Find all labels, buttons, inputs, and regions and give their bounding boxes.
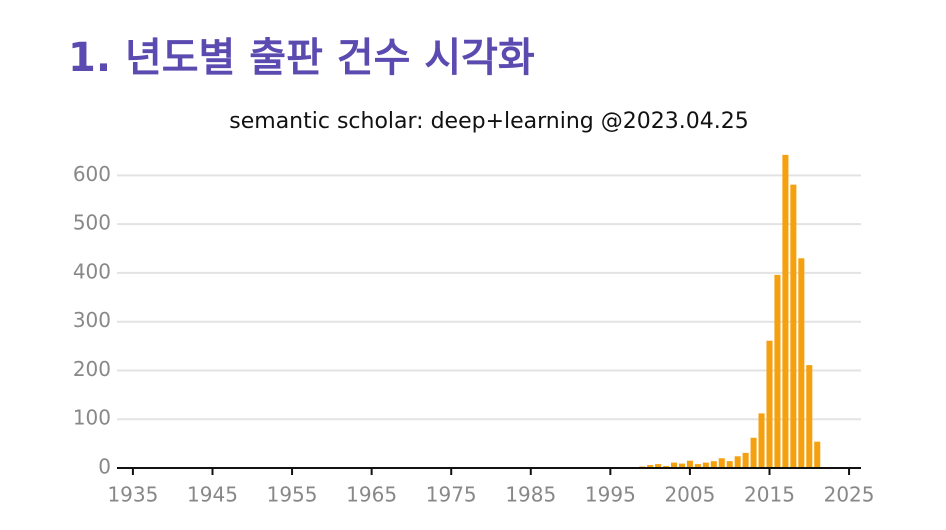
x-tick-label: 1945 bbox=[187, 483, 238, 507]
y-tick-label: 300 bbox=[73, 308, 111, 332]
x-tick-label: 1995 bbox=[585, 483, 636, 507]
y-tick-label: 500 bbox=[73, 211, 111, 235]
x-tick-label: 1935 bbox=[107, 483, 158, 507]
bar bbox=[647, 465, 654, 468]
x-tick-label: 1955 bbox=[267, 483, 318, 507]
x-tick-label: 1965 bbox=[346, 483, 397, 507]
bar bbox=[718, 458, 725, 468]
bar bbox=[702, 462, 709, 468]
x-tick-label: 1975 bbox=[426, 483, 477, 507]
y-tick-label: 100 bbox=[73, 406, 111, 430]
bar bbox=[806, 365, 813, 468]
chart-title: semantic scholar: deep+learning @2023.04… bbox=[229, 109, 748, 134]
bar bbox=[694, 464, 701, 468]
bar bbox=[678, 463, 685, 468]
bar bbox=[686, 460, 693, 468]
y-tick-label: 0 bbox=[98, 455, 111, 479]
bar bbox=[758, 413, 765, 468]
bar bbox=[655, 464, 662, 468]
bar bbox=[782, 154, 789, 468]
bar bbox=[710, 461, 717, 468]
bar bbox=[766, 340, 773, 468]
x-tick-label: 2015 bbox=[744, 483, 795, 507]
bar bbox=[774, 274, 781, 468]
bar bbox=[742, 452, 749, 468]
y-tick-label: 600 bbox=[73, 162, 111, 186]
bar bbox=[734, 456, 741, 468]
x-tick-label: 2025 bbox=[824, 483, 875, 507]
bar bbox=[670, 462, 678, 468]
y-tick-label: 200 bbox=[73, 357, 111, 381]
x-tick-label: 2005 bbox=[664, 483, 715, 507]
page-title: 1. 년도별 출판 건수 시각화 bbox=[68, 35, 535, 81]
bar bbox=[798, 258, 805, 468]
bar bbox=[814, 441, 821, 468]
y-tick-label: 400 bbox=[73, 259, 111, 283]
bar bbox=[726, 461, 733, 468]
x-tick-label: 1985 bbox=[505, 483, 556, 507]
bar bbox=[790, 184, 797, 469]
bar bbox=[750, 437, 757, 468]
